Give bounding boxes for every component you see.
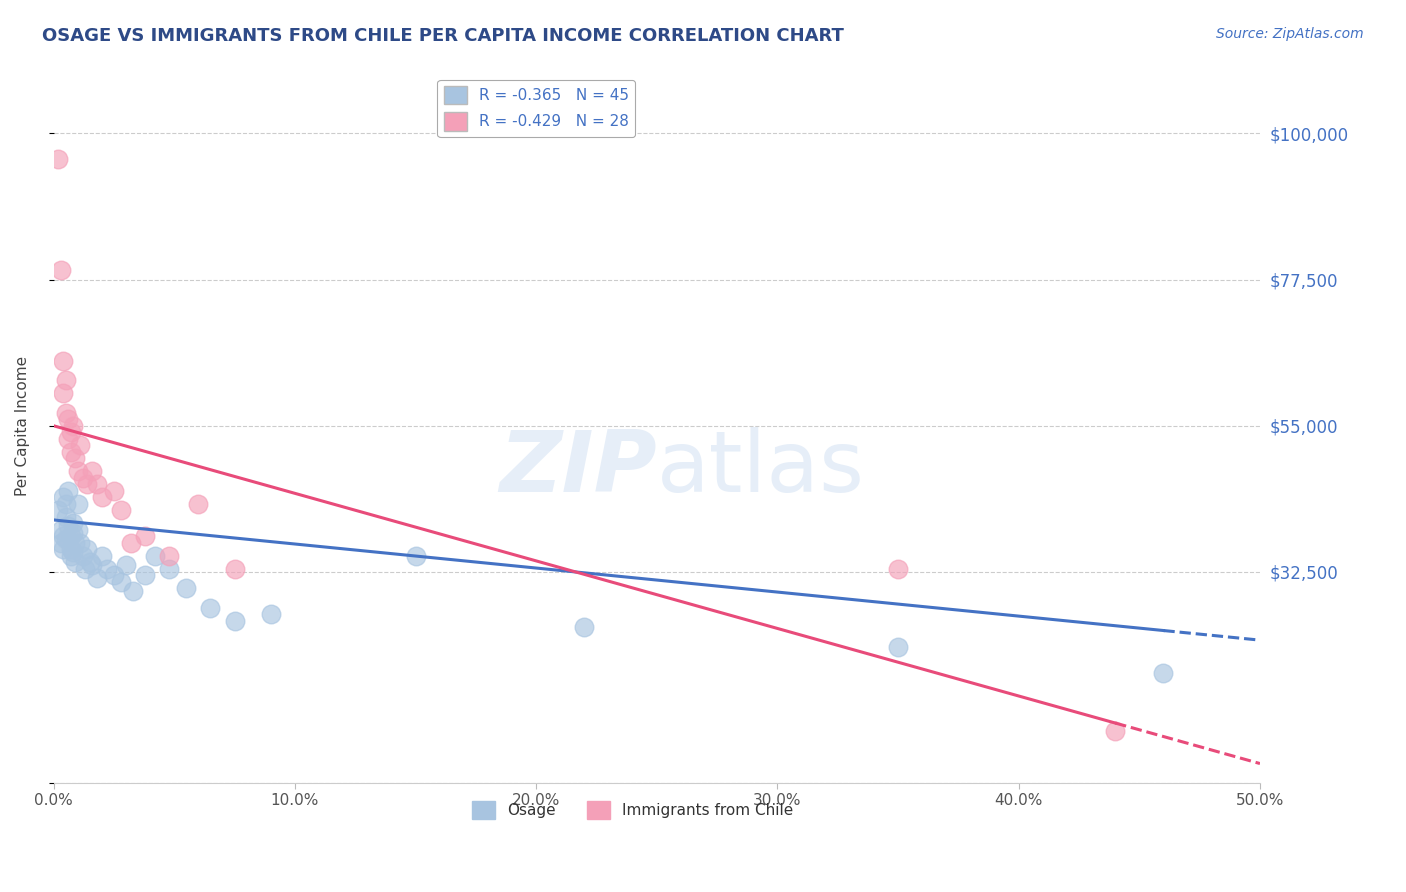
Point: [66, 497, 89, 511]
Point: [224, 562, 246, 576]
Point: [55, 509, 77, 524]
Point: [76, 542, 98, 557]
Text: ZIP: ZIP: [499, 427, 657, 510]
Point: [66, 464, 89, 478]
Point: [65, 451, 87, 466]
Point: [76, 477, 98, 491]
Point: [187, 497, 209, 511]
Text: atlas: atlas: [657, 427, 865, 510]
Point: [62, 418, 84, 433]
Point: [56, 483, 79, 498]
Point: [143, 549, 166, 563]
Point: [90, 549, 112, 563]
Point: [120, 535, 142, 549]
Point: [86, 477, 108, 491]
Point: [134, 529, 156, 543]
Point: [72, 549, 94, 563]
Point: [887, 562, 910, 576]
Point: [49, 263, 72, 277]
Point: [82, 558, 104, 573]
Point: [79, 555, 101, 569]
Legend: Osage, Immigrants from Chile: Osage, Immigrants from Chile: [467, 795, 799, 825]
Point: [157, 549, 180, 563]
Text: Source: ZipAtlas.com: Source: ZipAtlas.com: [1216, 27, 1364, 41]
Point: [56, 519, 79, 533]
Point: [96, 562, 118, 576]
Point: [200, 600, 222, 615]
Point: [59, 542, 82, 557]
Point: [62, 525, 84, 540]
Point: [65, 535, 87, 549]
Point: [55, 533, 77, 547]
Point: [48, 503, 70, 517]
Point: [260, 607, 283, 622]
Point: [49, 523, 72, 537]
Point: [574, 620, 596, 634]
Point: [405, 549, 427, 563]
Point: [103, 483, 125, 498]
Point: [59, 425, 82, 440]
Point: [56, 432, 79, 446]
Point: [73, 562, 96, 576]
Point: [110, 574, 132, 589]
Point: [52, 542, 75, 557]
Point: [52, 354, 75, 368]
Point: [887, 640, 910, 654]
Point: [55, 497, 77, 511]
Point: [72, 471, 94, 485]
Point: [134, 568, 156, 582]
Point: [56, 412, 79, 426]
Point: [176, 581, 198, 595]
Text: OSAGE VS IMMIGRANTS FROM CHILE PER CAPITA INCOME CORRELATION CHART: OSAGE VS IMMIGRANTS FROM CHILE PER CAPIT…: [42, 27, 844, 45]
Point: [65, 555, 87, 569]
Point: [66, 523, 89, 537]
Point: [122, 584, 145, 599]
Point: [110, 503, 132, 517]
Point: [69, 535, 91, 549]
Point: [55, 406, 77, 420]
Point: [52, 529, 75, 543]
Point: [62, 516, 84, 531]
Point: [103, 568, 125, 582]
Point: [52, 490, 75, 504]
Point: [1104, 724, 1126, 739]
Point: [59, 444, 82, 458]
Point: [59, 549, 82, 563]
Point: [69, 438, 91, 452]
Point: [82, 464, 104, 478]
Y-axis label: Per Capita Income: Per Capita Income: [15, 356, 30, 496]
Point: [86, 571, 108, 585]
Point: [48, 153, 70, 167]
Point: [224, 614, 246, 628]
Point: [62, 545, 84, 559]
Point: [55, 373, 77, 387]
Point: [157, 562, 180, 576]
Point: [115, 558, 138, 573]
Point: [59, 529, 82, 543]
Point: [52, 386, 75, 401]
Point: [1152, 665, 1174, 680]
Point: [90, 490, 112, 504]
Point: [49, 535, 72, 549]
